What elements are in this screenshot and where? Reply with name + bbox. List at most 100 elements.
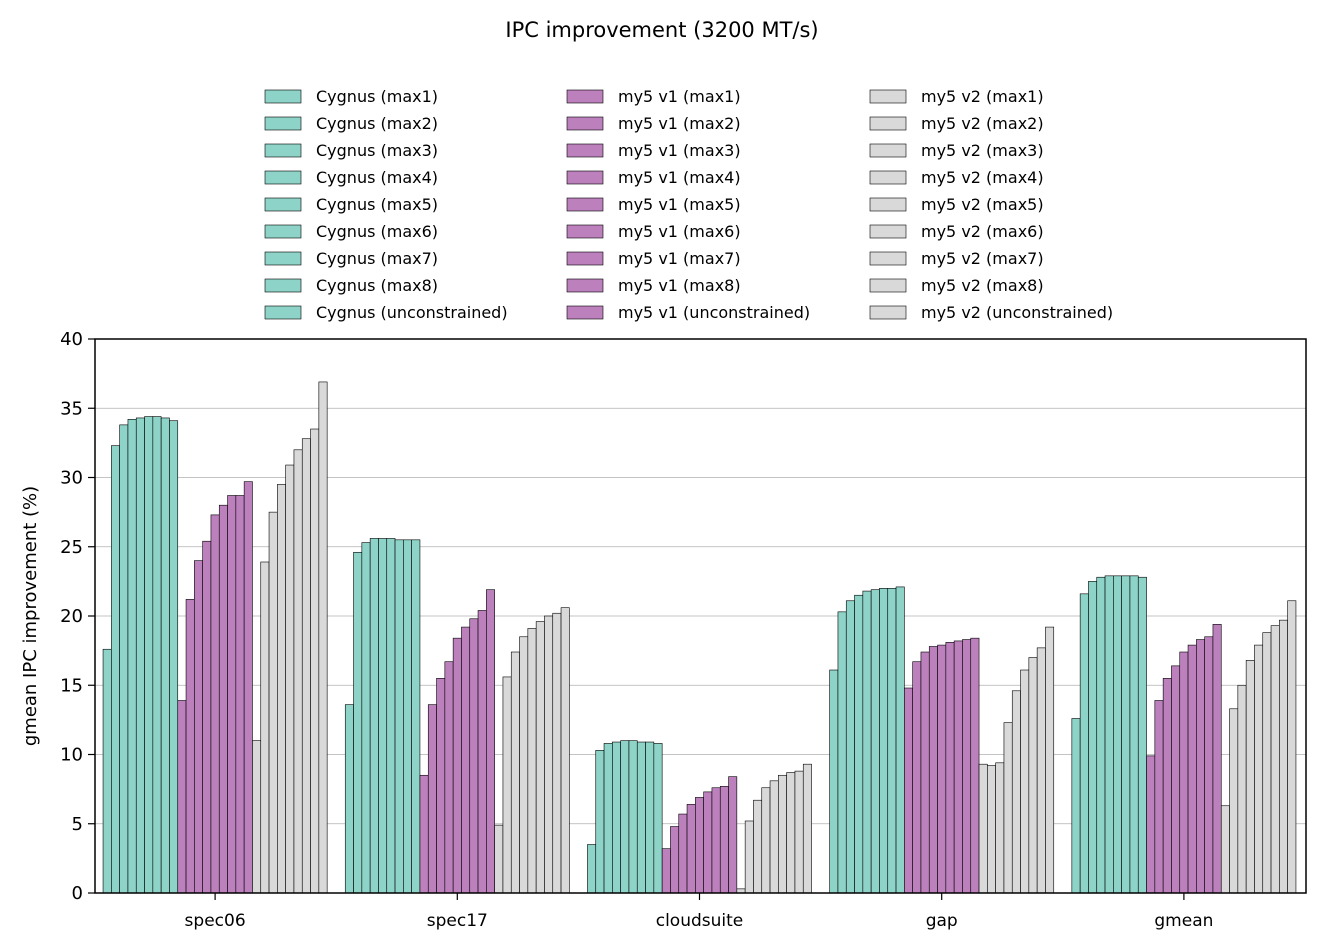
bar-my5-v1 [962, 639, 972, 894]
legend-swatch [264, 116, 302, 131]
legend-item: my5 v2 (max2) [869, 114, 1044, 133]
bar-my5-v1 [185, 599, 195, 894]
legend-label: Cygnus (max2) [316, 114, 438, 133]
bar-my5-v2 [285, 464, 295, 894]
bar-cygnus [879, 587, 889, 894]
bar-my5-v2 [301, 438, 311, 894]
legend-item: my5 v2 (max6) [869, 222, 1044, 241]
legend-item: my5 v1 (max8) [566, 276, 741, 295]
legend-item: Cygnus (max7) [264, 249, 438, 268]
legend-item: my5 v2 (max3) [869, 141, 1044, 160]
legend-swatch [264, 197, 302, 212]
legend-label: my5 v2 (max2) [921, 114, 1044, 133]
bar-my5-v2 [786, 772, 796, 894]
y-tick-label: 40 [60, 329, 83, 350]
legend-swatch [566, 251, 604, 266]
legend-label: my5 v1 (max8) [618, 276, 741, 295]
bar-my5-v1 [1154, 700, 1164, 894]
y-axis-label: gmean IPC improvement (%) [20, 486, 41, 746]
bar-cygnus [119, 424, 129, 894]
legend-label: Cygnus (max5) [316, 195, 438, 214]
legend-swatch [869, 224, 907, 239]
x-tick-label: cloudsuite [656, 911, 744, 931]
legend-item: my5 v2 (max5) [869, 195, 1044, 214]
bar-my5-v1 [1179, 651, 1189, 894]
y-axis: 0 5 10 15 20 25 30 35 40 [60, 329, 95, 904]
bar-cygnus [628, 740, 638, 894]
bar-my5-v2 [1270, 625, 1280, 894]
legend-swatch [264, 224, 302, 239]
bar-my5-v1 [210, 514, 220, 894]
bar-my5-v1 [177, 700, 187, 894]
legend-swatch [566, 197, 604, 212]
legend-swatch [869, 170, 907, 185]
bar-my5-v2 [277, 484, 286, 894]
bar-my5-v1 [912, 661, 922, 894]
bar-my5-v1 [1204, 636, 1214, 894]
bars [102, 381, 1297, 894]
bar-my5-v1 [1187, 644, 1197, 894]
legend-item: Cygnus (max1) [264, 87, 438, 106]
legend-label: Cygnus (max8) [316, 276, 438, 295]
legend-label: Cygnus (max7) [316, 249, 438, 268]
bar-my5-v1 [1162, 678, 1172, 894]
bar-my5-v1 [670, 826, 680, 894]
bar-cygnus [353, 551, 363, 894]
bar-my5-v1 [953, 640, 963, 894]
bar-my5-v2 [318, 381, 328, 894]
legend-item: my5 v2 (max8) [869, 276, 1044, 295]
legend: Cygnus (max1) Cygnus (max2) Cygnus (max3) C… [264, 87, 1113, 322]
legend-swatch [566, 116, 604, 131]
bar-my5-v2 [1229, 708, 1239, 894]
legend-swatch [264, 170, 302, 185]
bar-my5-v2 [552, 612, 562, 894]
legend-item: my5 v2 (max7) [869, 249, 1044, 268]
bar-my5-v2 [1245, 660, 1255, 894]
legend-item: my5 v2 (max4) [869, 168, 1044, 187]
bar-cygnus [169, 420, 179, 894]
bar-cygnus [378, 538, 388, 894]
bar-my5-v2 [268, 511, 278, 894]
bar-my5-v2 [1262, 632, 1272, 894]
legend-label: Cygnus (unconstrained) [316, 303, 508, 322]
bar-my5-v2 [802, 763, 812, 894]
legend-swatch [264, 251, 302, 266]
bar-cygnus [887, 587, 897, 894]
legend-swatch [566, 278, 604, 293]
legend-label: my5 v1 (max5) [618, 195, 741, 214]
y-tick-label: 30 [60, 468, 83, 489]
bar-my5-v1 [218, 504, 228, 894]
bar-cygnus [127, 419, 137, 894]
bar-cygnus [386, 538, 396, 894]
bar-my5-v2 [310, 428, 320, 894]
bar-cygnus [1096, 576, 1106, 894]
bar-cygnus [645, 741, 655, 894]
bar-cygnus [1121, 575, 1131, 894]
bar-cygnus [361, 542, 371, 894]
bar-my5-v1 [452, 637, 462, 894]
bar-cygnus [1079, 593, 1089, 894]
bar-cygnus [1113, 575, 1122, 894]
bar-my5-v1 [661, 848, 671, 894]
legend-label: my5 v2 (max8) [921, 276, 1044, 295]
bar-my5-v1 [243, 481, 253, 894]
bar-cygnus [595, 750, 605, 894]
bar-my5-v1 [678, 813, 688, 894]
bar-cygnus [135, 417, 145, 894]
bar-my5-v1 [444, 661, 454, 894]
legend-label: my5 v2 (max4) [921, 168, 1044, 187]
bar-my5-v2 [1279, 619, 1288, 894]
x-tick-label: spec17 [427, 911, 488, 931]
legend-item: my5 v1 (max5) [566, 195, 741, 214]
bar-my5-v2 [519, 636, 529, 894]
legend-item: my5 v1 (max4) [566, 168, 741, 187]
bar-cygnus [152, 416, 162, 894]
legend-label: my5 v1 (max6) [618, 222, 741, 241]
legend-label: my5 v2 (max6) [921, 222, 1044, 241]
legend-swatch [264, 89, 302, 104]
bar-my5-v1 [436, 678, 446, 894]
legend-item: Cygnus (max6) [264, 222, 438, 241]
bar-my5-v2 [1287, 600, 1297, 894]
legend-swatch [869, 116, 907, 131]
